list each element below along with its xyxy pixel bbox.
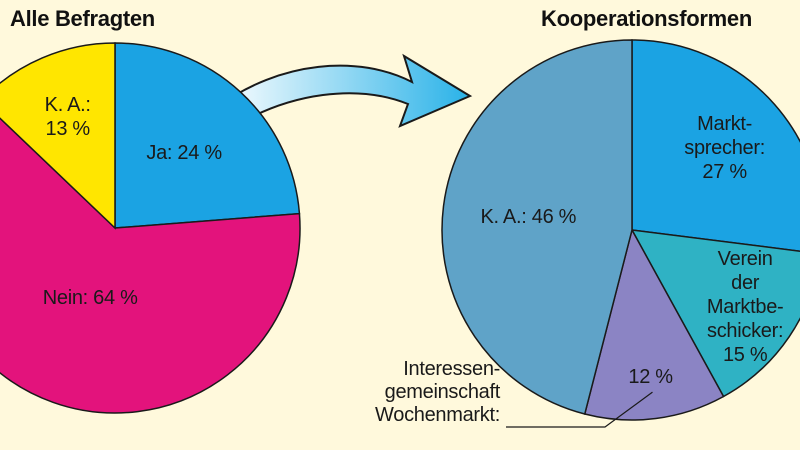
slice-label: Nein: 64 % <box>42 286 138 309</box>
pie-slice <box>631 39 800 252</box>
pie-slice <box>441 39 633 415</box>
slice-label: K. A.: 46 % <box>480 205 577 228</box>
pie-slice <box>0 117 301 414</box>
pie-slice <box>583 227 725 421</box>
leader-line <box>506 391 653 428</box>
slice-label: Verein der Marktbe- schicker: 15 % <box>706 247 784 366</box>
pie-slice <box>630 229 800 398</box>
slice-label: K. A.: 13 % <box>44 94 91 141</box>
chart-title: Kooperationsformen <box>541 6 752 31</box>
chart-title: Alle Befragten <box>10 6 155 31</box>
slice-label: Ja: 24 % <box>146 142 222 165</box>
arrow <box>214 53 473 130</box>
slice-label: Markt- sprecher: 27 % <box>684 113 765 184</box>
pie-slice <box>0 42 116 230</box>
slice-name: Interessen- gemeinschaft Wochenmarkt: <box>375 358 500 426</box>
slice-label: 12 % <box>628 366 673 389</box>
pie-slice <box>114 42 301 229</box>
